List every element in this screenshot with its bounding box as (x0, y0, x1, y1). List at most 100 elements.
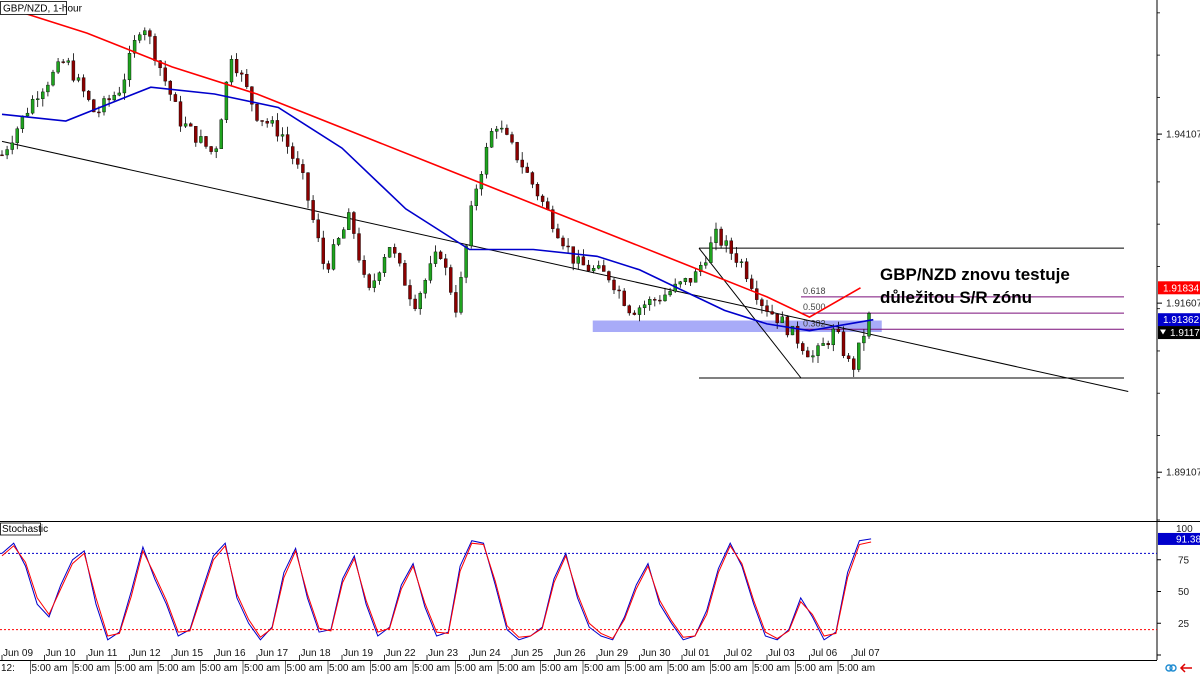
stoch-max-label: 100 (1176, 524, 1193, 535)
candle-body-154 (785, 316, 790, 336)
candle-body-52 (265, 121, 269, 124)
candle-body-47 (239, 72, 244, 75)
candle-body-162 (826, 343, 830, 346)
date-label-12: Jun 25 (513, 648, 543, 659)
time-label-10: 5:00 am (414, 663, 450, 674)
candle-body-160 (816, 345, 820, 356)
candle-body-1 (5, 149, 9, 156)
date-label-6: Jun 17 (258, 648, 288, 659)
candle-body-28 (143, 30, 147, 36)
candle-body-143 (729, 240, 733, 254)
candle-body-8 (41, 91, 45, 99)
stochastic-axis[interactable]: 100 75 50 25 91.38 (1157, 524, 1200, 656)
candle-body-19 (97, 111, 101, 114)
price-tag-label-ma-blue: 1.91362 (1163, 315, 1200, 326)
candle-body-15 (76, 77, 81, 81)
candle-body-55 (280, 134, 285, 137)
candle-body-166 (846, 355, 851, 359)
candle-body-165 (841, 331, 846, 356)
sr-zone-layer (592, 320, 882, 333)
candle-body-130 (663, 294, 667, 302)
fib-levels-layer: 0.618 0.500 0.382 (699, 247, 1124, 379)
candle-body-127 (648, 299, 652, 305)
candle-body-103 (525, 166, 529, 173)
candle-body-36 (183, 123, 188, 127)
time-label-17: 5:00 am (712, 663, 748, 674)
candle-body-4 (20, 115, 25, 129)
candle-body-87 (444, 258, 448, 268)
candle-body-27 (137, 34, 142, 41)
candle-body-170 (867, 313, 871, 337)
stoch-current-tag (1158, 532, 1200, 545)
candle-body-10 (51, 71, 55, 86)
candles-layer (0, 27, 871, 378)
candle-body-164 (836, 328, 841, 333)
candle-body-76 (387, 247, 392, 258)
trendline-1 (698, 247, 802, 379)
candle-body-106 (540, 195, 545, 202)
candle-body-109 (556, 228, 560, 239)
candle-body-25 (127, 53, 132, 81)
candle-body-101 (515, 142, 519, 161)
candle-body-61 (311, 200, 315, 220)
candle-body-118 (602, 265, 606, 272)
candle-body-131 (668, 291, 672, 296)
candle-body-58 (296, 158, 300, 165)
date-label-16: Jul 01 (683, 648, 710, 659)
trendlines-layer (1, 140, 1129, 393)
candle-body-48 (245, 74, 249, 87)
moving-averages-layer (1, 5, 874, 332)
moving-average-1 (1, 86, 874, 332)
arrow-icon[interactable] (1179, 663, 1192, 673)
candle-body-135 (688, 278, 693, 283)
time-label-7: 5:00 am (287, 663, 323, 674)
candle-body-153 (780, 316, 784, 324)
candle-body-155 (790, 325, 795, 336)
candle-body-7 (36, 98, 40, 100)
candle-body-159 (811, 355, 815, 358)
candle-body-144 (734, 253, 739, 263)
main-chart-title: GBP/NZD, 1-hour (3, 4, 83, 15)
candle-body-68 (347, 212, 351, 230)
date-label-9: Jun 22 (386, 648, 416, 659)
price-tick-label-3: 1.89107 (1166, 468, 1200, 479)
candle-body-93 (474, 188, 478, 206)
date-label-14: Jun 29 (598, 648, 628, 659)
date-label-3: Jun 12 (131, 648, 161, 659)
last-price-marker-icon (1160, 329, 1166, 335)
annotation-line-1: GBP/NZD znovu testuje (880, 265, 1070, 284)
candle-body-42 (214, 148, 218, 152)
candle-body-136 (693, 271, 698, 283)
moving-average-0 (1, 5, 861, 319)
candle-body-138 (704, 262, 708, 266)
candle-body-85 (433, 251, 438, 264)
candle-body-120 (612, 279, 616, 291)
candle-body-163 (831, 328, 835, 346)
candle-body-152 (775, 313, 779, 324)
stoch-line-0 (1, 538, 872, 641)
candle-body-69 (352, 212, 356, 234)
link-icon[interactable] (1165, 664, 1177, 672)
candle-body-45 (229, 59, 234, 83)
candle-body-13 (66, 60, 71, 63)
time-label-20: 5:00 am (839, 663, 875, 674)
time-axis[interactable]: Jun 09 Jun 10 Jun 11 Jun 12 Jun 15 Jun 16 Jun … (1, 648, 880, 674)
candle-body-16 (81, 77, 86, 92)
candle-body-18 (92, 99, 96, 113)
candle-body-105 (535, 184, 540, 197)
candle-body-14 (71, 60, 76, 81)
candle-body-89 (454, 292, 458, 313)
date-label-20: Jul 07 (853, 648, 880, 659)
price-tag-ma-blue (1158, 313, 1200, 327)
candle-body-17 (86, 90, 91, 100)
candle-body-0 (0, 154, 4, 157)
candle-body-38 (194, 126, 198, 143)
candle-body-22 (112, 94, 116, 101)
candle-body-23 (117, 92, 122, 96)
candle-body-112 (571, 246, 575, 264)
candle-body-148 (755, 288, 759, 300)
candle-body-90 (459, 277, 463, 313)
main-title-box (0, 1, 67, 15)
